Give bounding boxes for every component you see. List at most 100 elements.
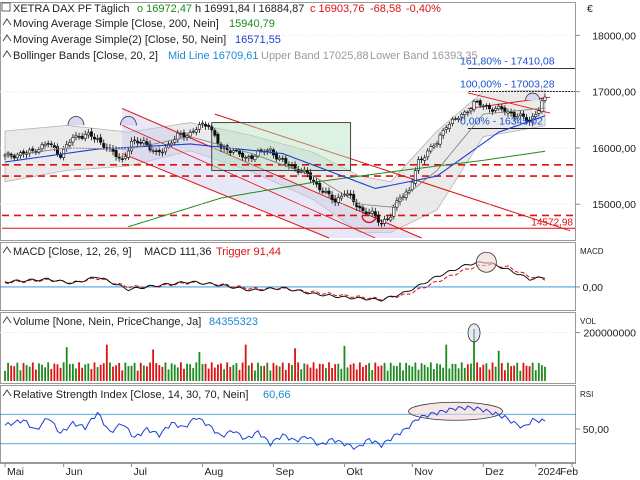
- volume-bar: [217, 364, 219, 381]
- candle-body: [12, 155, 16, 159]
- candle-body: [154, 150, 158, 153]
- candle-body: [71, 137, 75, 143]
- volume-bar: [395, 366, 398, 381]
- candle-body: [475, 100, 479, 103]
- volume-bar: [266, 362, 269, 381]
- change-value: -68,58: [370, 3, 401, 15]
- volume-bar: [531, 362, 534, 381]
- candle-body: [469, 108, 473, 112]
- range-box: [211, 122, 352, 171]
- candle-body: [413, 170, 417, 184]
- volume-bar: [281, 362, 284, 381]
- volume-bar: [331, 368, 333, 381]
- volume-bar: [463, 367, 466, 381]
- candle-body: [352, 194, 356, 203]
- change-percent: -0,40%: [406, 3, 441, 15]
- volume-bar: [93, 362, 96, 381]
- volume-bar: [232, 364, 235, 381]
- candle-body: [318, 182, 322, 191]
- volume-bar: [328, 362, 330, 381]
- bollinger-mid-line: [4, 107, 546, 208]
- volume-bar: [408, 365, 411, 381]
- volume-bar: [34, 369, 37, 381]
- candle-body: [89, 131, 93, 137]
- candle-body: [136, 140, 140, 144]
- candle-body: [330, 194, 334, 201]
- candle-body: [139, 142, 143, 144]
- volume-bar: [349, 364, 352, 381]
- volume-bar: [457, 368, 460, 381]
- price-tick-label: 16000,00: [592, 143, 636, 155]
- candle-body: [123, 156, 127, 159]
- candle-body: [512, 112, 516, 118]
- volume-bar: [75, 368, 77, 381]
- candle-body: [130, 141, 134, 152]
- volume-bar: [371, 370, 374, 381]
- candle-body: [290, 164, 294, 167]
- volume-bar: [414, 362, 417, 381]
- volume-bar: [291, 364, 293, 381]
- candle-body: [515, 116, 519, 119]
- volume-bar: [99, 364, 102, 381]
- candle-body: [268, 148, 272, 151]
- volume-bar: [516, 362, 519, 381]
- candle-body: [376, 214, 380, 223]
- candle-body: [244, 157, 248, 159]
- volume-bar: [466, 364, 469, 381]
- panel-frame: [0, 242, 576, 311]
- volume-bar: [247, 365, 250, 381]
- volume-bar: [241, 362, 244, 381]
- volume-bar: [297, 362, 300, 381]
- candle-body: [52, 145, 56, 148]
- ma200-label: Moving Average Simple [Close, 200, Nein]: [13, 18, 219, 30]
- volume-bar: [47, 362, 50, 381]
- candle-body: [432, 145, 436, 148]
- open-value: o 16972,47: [137, 3, 192, 15]
- channel-upper-line: [122, 108, 422, 239]
- volume-bar: [207, 368, 210, 381]
- price-tick-label: 17000,00: [592, 87, 636, 99]
- volume-bar: [84, 364, 87, 381]
- volume-bar: [470, 363, 472, 381]
- rsi-value: 60,66: [263, 389, 291, 401]
- candle-body: [358, 205, 362, 209]
- volume-bar: [142, 365, 145, 381]
- volume-bar: [525, 365, 528, 381]
- volume-bar: [488, 369, 491, 381]
- candle-body: [379, 222, 383, 225]
- candle-body: [450, 118, 454, 125]
- volume-bar: [204, 363, 207, 381]
- candle-body: [234, 149, 238, 152]
- candle-body: [438, 134, 442, 145]
- volume-bar: [513, 365, 516, 381]
- volume-bar: [479, 367, 482, 381]
- volume-bar: [318, 363, 321, 381]
- volume-bar: [275, 365, 278, 381]
- candle-body: [68, 142, 72, 146]
- volume-bar: [358, 362, 361, 381]
- channel-middle-line: [122, 125, 376, 239]
- candle-body: [364, 211, 368, 214]
- volume-bar: [442, 367, 445, 381]
- volume-bar: [522, 362, 525, 381]
- volume-bar: [19, 370, 22, 381]
- volume-bar: [173, 364, 176, 381]
- candle-body: [361, 207, 365, 212]
- candle-body: [241, 152, 245, 158]
- candle-body: [200, 122, 204, 125]
- volume-bar: [192, 368, 195, 381]
- candle-body: [389, 216, 393, 221]
- volume-bar: [383, 362, 386, 381]
- volume-bar: [417, 369, 420, 381]
- ma50-toggle-icon: [2, 34, 12, 42]
- volume-bar: [534, 370, 537, 381]
- ma50-label: Moving Average Simple(2) [Close, 50, Nei…: [13, 34, 226, 46]
- volume-bar: [136, 370, 139, 381]
- volume-bar: [386, 370, 389, 381]
- candle-body: [423, 157, 427, 161]
- volume-bar: [392, 365, 395, 381]
- candle-body: [37, 149, 41, 153]
- volume-bar: [121, 370, 124, 381]
- volume-bar: [405, 362, 408, 381]
- volume-bar: [223, 369, 225, 381]
